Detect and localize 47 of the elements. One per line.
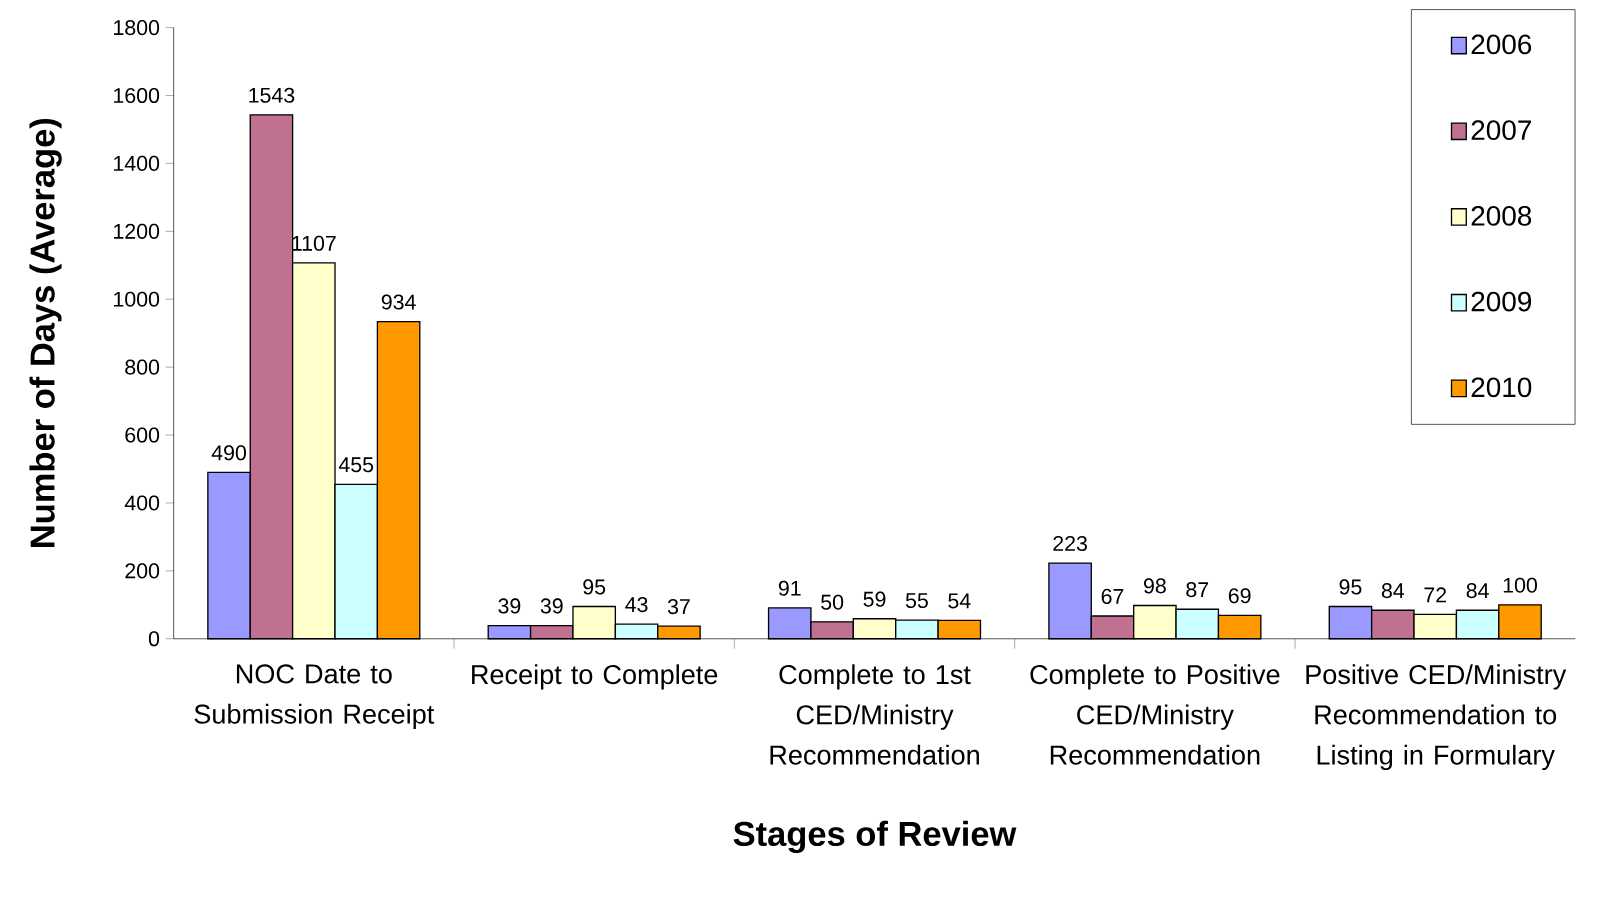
y-tick-label: 1600 <box>114 87 160 104</box>
x-tick-label: Complete to Positive CED/Ministry Recommendation <box>1030 664 1280 765</box>
x-tick-label: Positive CED/Ministry Recommendation to Listing in Formulary <box>1306 664 1567 771</box>
data-label: 37 <box>667 599 690 615</box>
data-label: 50 <box>821 594 844 610</box>
y-tick-label: 800 <box>125 359 160 375</box>
data-label: 223 <box>1053 535 1087 552</box>
x-tick-label: Complete to 1st CED/Ministry Recommendation <box>770 664 979 765</box>
data-label: 69 <box>1228 588 1251 604</box>
data-label: 43 <box>625 597 648 613</box>
legend-label: 2008 <box>1471 206 1532 226</box>
data-label: 54 <box>948 593 971 609</box>
y-tick-label: 400 <box>124 495 160 511</box>
legend-label: 2010 <box>1471 377 1532 398</box>
legend-label: 2007 <box>1471 120 1531 141</box>
data-label: 98 <box>1144 578 1166 594</box>
x-tick-label: NOC Date to Submission Receipt <box>194 664 435 730</box>
data-label: 59 <box>863 591 886 607</box>
y-tick-label: 600 <box>125 427 160 443</box>
data-label: 91 <box>778 580 801 596</box>
x-tick-label: Receipt to Complete <box>472 664 718 690</box>
y-axis-title: Number of Days (Average) <box>29 118 62 547</box>
data-label: 934 <box>381 294 416 310</box>
y-tick-label: 200 <box>125 563 160 579</box>
data-label: 1543 <box>249 87 295 103</box>
y-tick-label: 0 <box>148 631 160 647</box>
legend-label: 2009 <box>1471 291 1532 312</box>
data-label: 95 <box>583 579 606 595</box>
data-label: 55 <box>905 593 928 609</box>
data-label: 67 <box>1101 588 1124 605</box>
y-tick-label: 1200 <box>114 223 160 239</box>
y-tick-label: 1000 <box>114 291 160 307</box>
data-label: 84 <box>1466 583 1489 599</box>
data-label: 87 <box>1186 582 1209 598</box>
data-label: 490 <box>211 445 247 461</box>
legend-label: 2006 <box>1471 34 1532 55</box>
data-label: 455 <box>338 457 374 473</box>
data-label: 95 <box>1339 579 1362 595</box>
data-label: 39 <box>540 598 563 614</box>
data-label: 72 <box>1424 587 1447 603</box>
data-label: 84 <box>1381 583 1405 599</box>
data-label: 1107 <box>292 235 336 251</box>
x-axis-title: Stages of Review <box>733 820 1017 854</box>
y-tick-label: 1400 <box>114 155 160 172</box>
y-tick-label: 1800 <box>114 20 160 36</box>
data-label: 100 <box>1503 577 1537 593</box>
data-label: 39 <box>498 598 521 614</box>
